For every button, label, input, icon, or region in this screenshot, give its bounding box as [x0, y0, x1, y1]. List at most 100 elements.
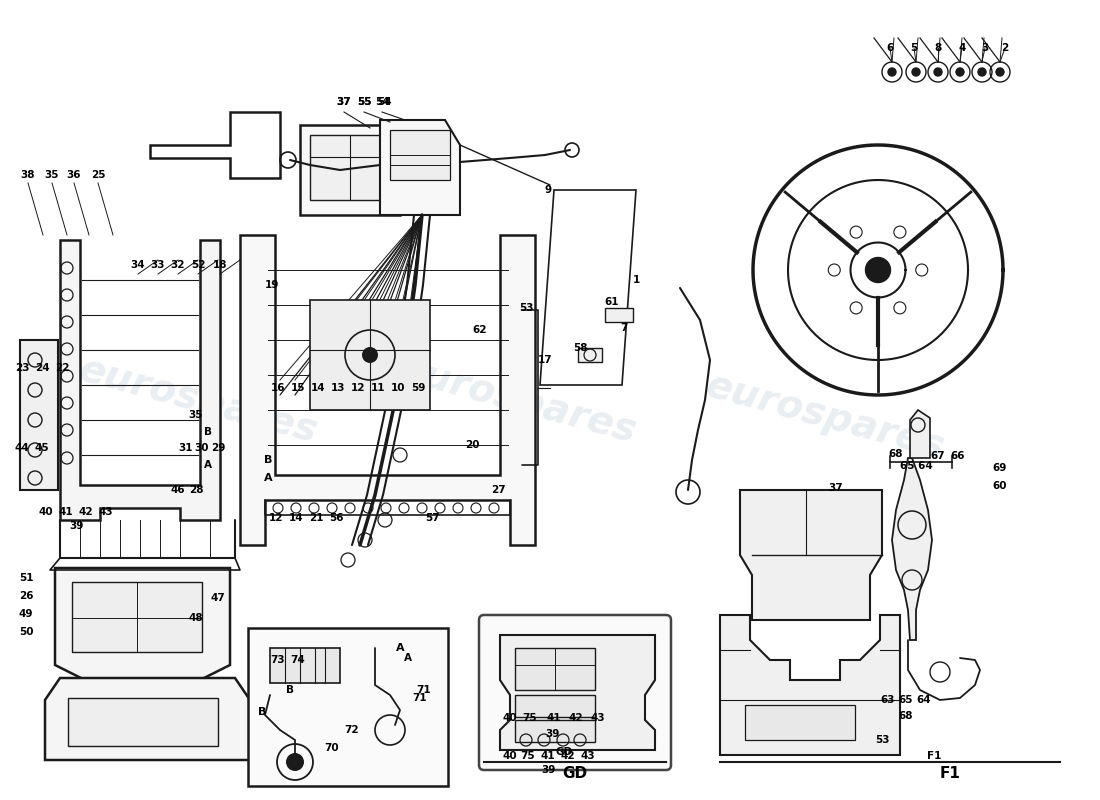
- Text: 52: 52: [190, 260, 206, 270]
- Text: 39: 39: [541, 765, 556, 775]
- Text: 34: 34: [131, 260, 145, 270]
- Text: 43: 43: [591, 713, 605, 723]
- Text: 44: 44: [14, 443, 30, 453]
- Bar: [390, 130, 450, 180]
- Text: 42: 42: [569, 713, 583, 723]
- Text: 26: 26: [19, 591, 33, 601]
- Polygon shape: [55, 568, 230, 680]
- Bar: [300, 125, 400, 215]
- Text: eurospares: eurospares: [394, 350, 640, 450]
- Text: 18: 18: [212, 260, 228, 270]
- Bar: [68, 698, 218, 746]
- Text: 11: 11: [371, 383, 385, 393]
- Text: 39: 39: [544, 729, 559, 739]
- Text: 40: 40: [503, 751, 517, 761]
- Text: 10: 10: [390, 383, 405, 393]
- Text: 55: 55: [356, 97, 372, 107]
- Text: 6: 6: [887, 43, 893, 53]
- Text: 17: 17: [538, 355, 552, 365]
- Text: 21: 21: [309, 513, 323, 523]
- Text: 63: 63: [881, 695, 895, 705]
- Text: 33: 33: [151, 260, 165, 270]
- Bar: [310, 135, 390, 200]
- Text: 31: 31: [178, 443, 194, 453]
- Text: 3: 3: [981, 43, 989, 53]
- Polygon shape: [740, 490, 882, 620]
- Text: 1: 1: [632, 275, 639, 285]
- Text: A: A: [264, 473, 273, 483]
- Polygon shape: [379, 120, 460, 215]
- Bar: [72, 582, 202, 652]
- Text: B: B: [264, 455, 272, 465]
- Text: 64: 64: [916, 695, 932, 705]
- Text: 68: 68: [889, 449, 903, 459]
- Text: 56: 56: [329, 513, 343, 523]
- Text: 23: 23: [14, 363, 30, 373]
- Text: F1: F1: [927, 751, 942, 761]
- Text: 25: 25: [90, 170, 106, 180]
- Text: 67: 67: [931, 451, 945, 461]
- Text: A: A: [404, 653, 412, 663]
- Text: 58: 58: [573, 343, 587, 353]
- Text: 37: 37: [337, 97, 351, 107]
- Bar: [270, 648, 340, 683]
- Text: 41: 41: [547, 713, 561, 723]
- Text: eurospares: eurospares: [702, 366, 948, 466]
- Circle shape: [286, 753, 304, 771]
- Polygon shape: [20, 340, 58, 490]
- Text: 37: 37: [828, 483, 844, 493]
- Text: 20: 20: [464, 440, 480, 450]
- Text: 42: 42: [79, 507, 94, 517]
- Text: 9: 9: [544, 185, 551, 195]
- Polygon shape: [150, 112, 280, 178]
- Polygon shape: [60, 240, 220, 520]
- Text: 35: 35: [189, 410, 204, 420]
- Text: 46: 46: [170, 485, 185, 495]
- Bar: [605, 308, 632, 322]
- Text: 2: 2: [1001, 43, 1009, 53]
- FancyBboxPatch shape: [478, 615, 671, 770]
- Circle shape: [934, 68, 942, 76]
- Polygon shape: [240, 235, 535, 545]
- Text: 72: 72: [344, 725, 360, 735]
- Text: A: A: [204, 460, 212, 470]
- Text: B: B: [257, 707, 266, 717]
- Text: 53: 53: [519, 303, 534, 313]
- Bar: [515, 720, 595, 742]
- Text: 57: 57: [425, 513, 439, 523]
- Bar: [248, 628, 448, 786]
- Text: 27: 27: [491, 485, 505, 495]
- Text: 38: 38: [21, 170, 35, 180]
- Text: 70: 70: [324, 743, 339, 753]
- Text: 54: 54: [376, 97, 392, 107]
- Text: 5: 5: [911, 43, 917, 53]
- Polygon shape: [45, 678, 250, 760]
- Circle shape: [912, 68, 920, 76]
- Text: 55: 55: [356, 97, 372, 107]
- Text: GD: GD: [562, 766, 587, 781]
- Text: 53: 53: [874, 735, 889, 745]
- Text: 24: 24: [35, 363, 50, 373]
- Text: 30: 30: [195, 443, 209, 453]
- Text: 14: 14: [288, 513, 304, 523]
- Text: 59: 59: [410, 383, 426, 393]
- Bar: [310, 300, 430, 410]
- Text: 51: 51: [19, 573, 33, 583]
- Circle shape: [956, 68, 964, 76]
- Circle shape: [978, 68, 986, 76]
- Text: 61: 61: [605, 297, 619, 307]
- Text: 41: 41: [541, 751, 556, 761]
- Polygon shape: [892, 458, 932, 640]
- Text: 22: 22: [55, 363, 69, 373]
- Text: 15: 15: [290, 383, 306, 393]
- Text: 13: 13: [331, 383, 345, 393]
- Text: 8: 8: [934, 43, 942, 53]
- Text: 41: 41: [58, 507, 74, 517]
- Text: 40: 40: [503, 713, 517, 723]
- Bar: [515, 648, 595, 690]
- Text: 12: 12: [351, 383, 365, 393]
- Text: 75: 75: [520, 751, 536, 761]
- Text: 65: 65: [899, 695, 913, 705]
- Text: 32: 32: [170, 260, 185, 270]
- Text: 12: 12: [268, 513, 284, 523]
